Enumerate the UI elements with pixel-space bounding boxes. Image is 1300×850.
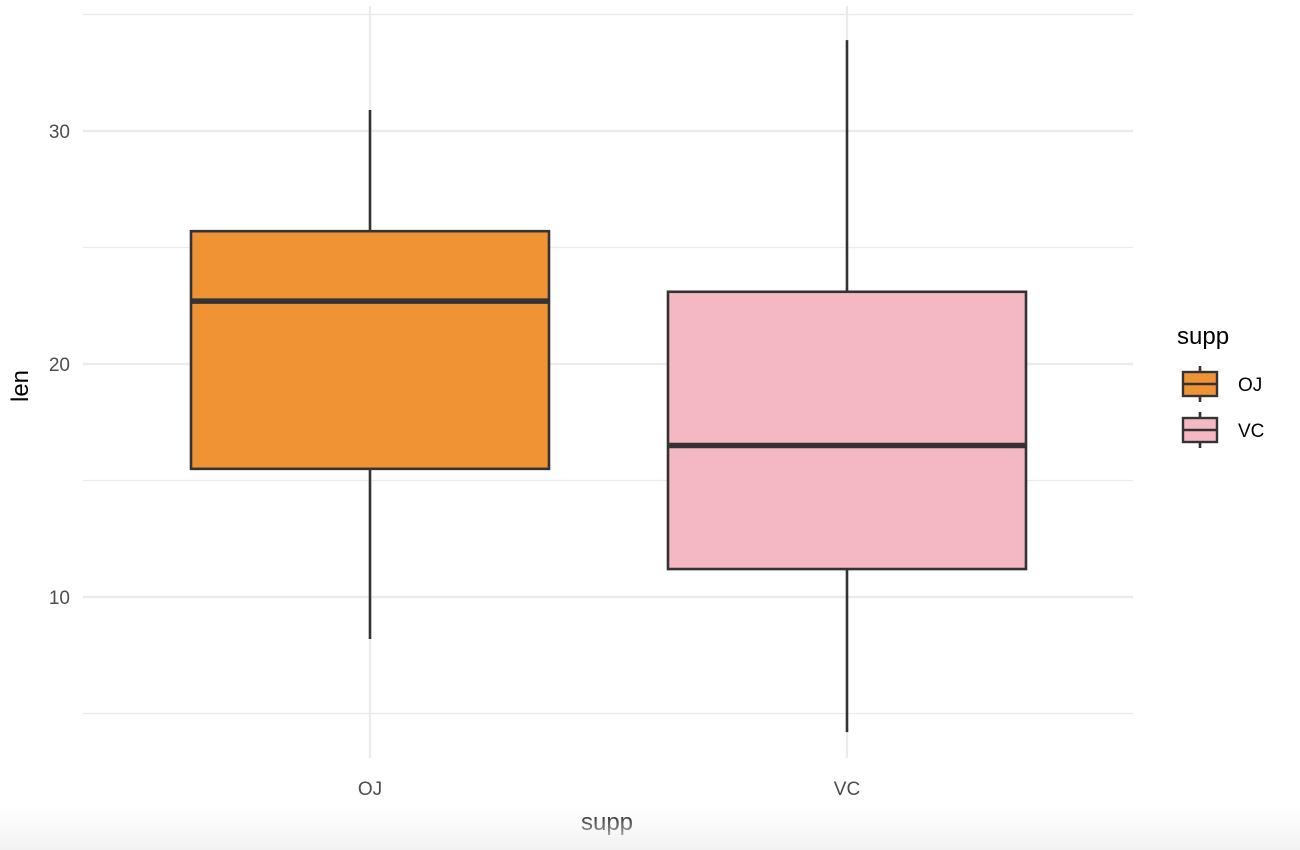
box-oj [189, 110, 551, 639]
y-axis-title: len [7, 370, 34, 402]
legend-title: supp [1177, 323, 1229, 350]
iqr-box [666, 290, 1028, 571]
x-tick-label: VC [834, 779, 860, 800]
x-axis-title: supp [581, 809, 633, 836]
legend-keys: OJ VC [1181, 366, 1264, 448]
x-tick-label: OJ [358, 779, 382, 800]
axes: 10 20 30 OJ VC [49, 122, 860, 800]
boxes [189, 40, 1028, 733]
legend-key-vc: VC [1181, 412, 1264, 448]
legend: supp OJ VC [1177, 323, 1264, 448]
y-tick-label: 10 [49, 588, 70, 609]
legend-key-oj: OJ [1181, 366, 1262, 402]
legend-label: VC [1238, 421, 1264, 442]
legend-label: OJ [1238, 375, 1262, 396]
y-tick-label: 20 [49, 355, 70, 376]
y-tick-label: 30 [49, 122, 70, 143]
box-vc [666, 40, 1028, 733]
iqr-box [189, 229, 551, 471]
